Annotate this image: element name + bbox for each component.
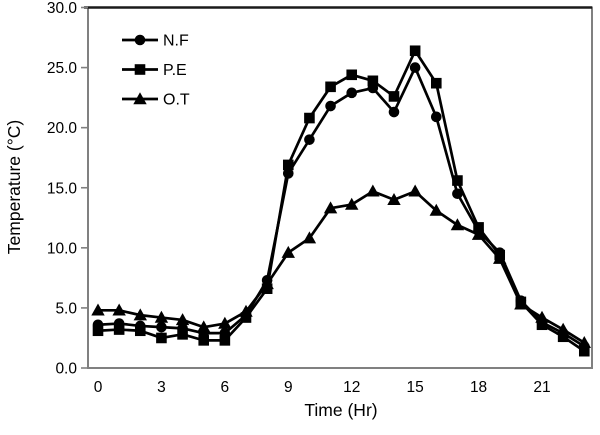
triangle-marker	[429, 203, 443, 216]
triangle-marker	[323, 201, 338, 214]
x-tick-label: 18	[470, 379, 487, 396]
x-tick-label: 6	[221, 379, 230, 396]
triangle-marker	[281, 245, 295, 258]
square-marker	[430, 77, 442, 89]
square-marker	[92, 325, 104, 337]
triangle-marker	[91, 303, 105, 316]
axis-ticks: 0.0 5.0 10.0 15.0 20.0 25.0 30.0 0 3 6 9 12 15 18 21	[47, 0, 551, 396]
legend-item-O.T: O.T	[122, 92, 190, 109]
circle-marker	[388, 106, 400, 118]
y-tick-label: 10.0	[47, 240, 78, 257]
square-marker	[367, 75, 379, 87]
series-O.T	[91, 184, 591, 348]
triangle-marker	[345, 197, 359, 210]
square-marker	[156, 332, 167, 344]
x-tick-label: 12	[343, 379, 360, 396]
square-marker	[536, 319, 548, 331]
triangle-marker	[175, 313, 190, 326]
triangle-marker	[450, 218, 465, 231]
square-marker	[177, 329, 188, 340]
square-marker	[134, 64, 146, 75]
y-tick-label: 0.0	[55, 361, 77, 378]
triangle-marker	[302, 231, 317, 244]
x-tick-label: 0	[94, 379, 103, 396]
circle-marker	[304, 134, 315, 145]
x-tick-label: 3	[157, 379, 166, 396]
square-marker	[240, 312, 252, 323]
circle-marker	[430, 111, 442, 123]
circle-marker	[134, 34, 146, 46]
legend-label: N.F	[163, 33, 189, 50]
triangle-marker	[408, 184, 422, 197]
triangle-marker	[260, 277, 274, 290]
triangle-marker	[514, 297, 528, 310]
triangle-marker	[112, 303, 126, 316]
triangle-marker	[218, 316, 232, 329]
triangle-marker	[387, 192, 401, 205]
y-axis-title: Temperature (°C)	[4, 120, 24, 254]
x-tick-label: 21	[533, 379, 550, 396]
triangle-marker	[556, 322, 570, 335]
square-marker	[452, 175, 463, 186]
x-axis-title: Time (Hr)	[304, 400, 377, 420]
x-tick-label: 9	[284, 379, 293, 396]
triangle-marker	[133, 308, 147, 321]
square-marker	[409, 45, 421, 57]
triangle-marker	[535, 310, 549, 323]
square-marker	[304, 112, 315, 124]
data-series	[91, 45, 591, 357]
square-marker	[473, 222, 484, 233]
square-marker	[282, 159, 294, 171]
series-line-O.T	[98, 190, 586, 344]
triangle-marker	[239, 304, 253, 317]
square-marker	[388, 91, 400, 102]
square-marker	[578, 345, 590, 357]
triangle-marker	[133, 92, 147, 105]
y-tick-label: 30.0	[47, 0, 78, 17]
circle-marker	[325, 100, 336, 112]
legend-item-N.F: N.F	[122, 33, 189, 50]
x-tick-label: 15	[407, 379, 424, 396]
triangle-marker	[366, 184, 380, 197]
circle-marker	[156, 321, 167, 333]
square-marker	[346, 69, 358, 81]
legend-item-P.E: P.E	[122, 62, 187, 79]
circle-marker	[346, 87, 358, 99]
triangle-marker	[154, 310, 169, 323]
y-tick-label: 5.0	[55, 300, 77, 317]
legend-label: O.T	[163, 92, 190, 109]
square-marker	[557, 331, 569, 343]
y-tick-label: 20.0	[47, 120, 78, 137]
square-marker	[219, 335, 231, 346]
triangle-marker	[197, 320, 211, 333]
y-tick-label: 25.0	[47, 60, 78, 77]
legend: N.F P.E O.T	[122, 33, 190, 109]
square-marker	[198, 335, 210, 346]
square-marker	[325, 81, 336, 93]
circle-marker	[409, 62, 421, 73]
square-marker	[113, 324, 125, 335]
circle-marker	[452, 188, 463, 200]
square-marker	[134, 325, 146, 337]
triangle-marker	[471, 227, 486, 240]
triangle-marker	[493, 251, 507, 264]
y-tick-label: 15.0	[47, 180, 78, 197]
triangle-marker	[577, 335, 591, 348]
legend-label: P.E	[163, 62, 187, 79]
